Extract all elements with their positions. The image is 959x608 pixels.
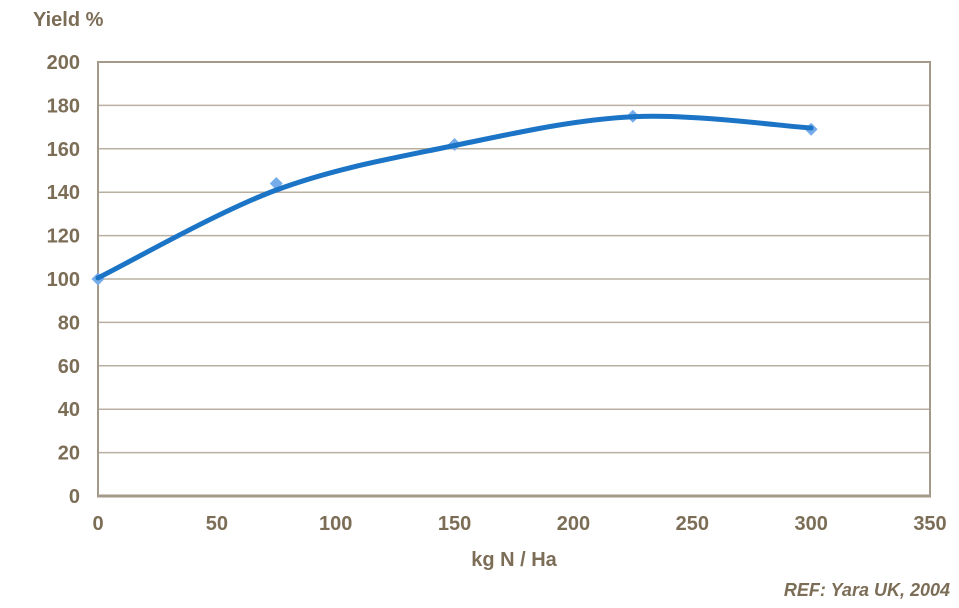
x-axis-title: kg N / Ha (471, 549, 557, 571)
y-tick-label: 0 (69, 486, 80, 508)
y-axis-title: Yield % (33, 9, 104, 31)
y-tick-label: 200 (47, 52, 80, 74)
x-tick-label: 350 (913, 513, 946, 535)
x-tick-label: 250 (676, 513, 709, 535)
y-tick-label: 60 (58, 356, 80, 378)
trend-curve (95, 113, 814, 281)
y-tick-label: 40 (58, 399, 80, 421)
y-tick-label: 100 (47, 269, 80, 291)
y-tick-label: 120 (47, 226, 80, 248)
x-tick-label: 300 (794, 513, 827, 535)
y-tick-label: 80 (58, 312, 80, 334)
y-tick-label: 160 (47, 139, 80, 161)
x-tick-label: 200 (557, 513, 590, 535)
y-tick-label: 180 (47, 95, 80, 117)
x-tick-label: 0 (92, 513, 103, 535)
x-tick-label: 150 (438, 513, 471, 535)
y-tick-label: 140 (47, 182, 80, 204)
x-tick-label: 100 (319, 513, 352, 535)
x-tick-label: 50 (206, 513, 228, 535)
y-tick-label: 20 (58, 443, 80, 465)
reference-note: REF: Yara UK, 2004 (783, 580, 950, 600)
